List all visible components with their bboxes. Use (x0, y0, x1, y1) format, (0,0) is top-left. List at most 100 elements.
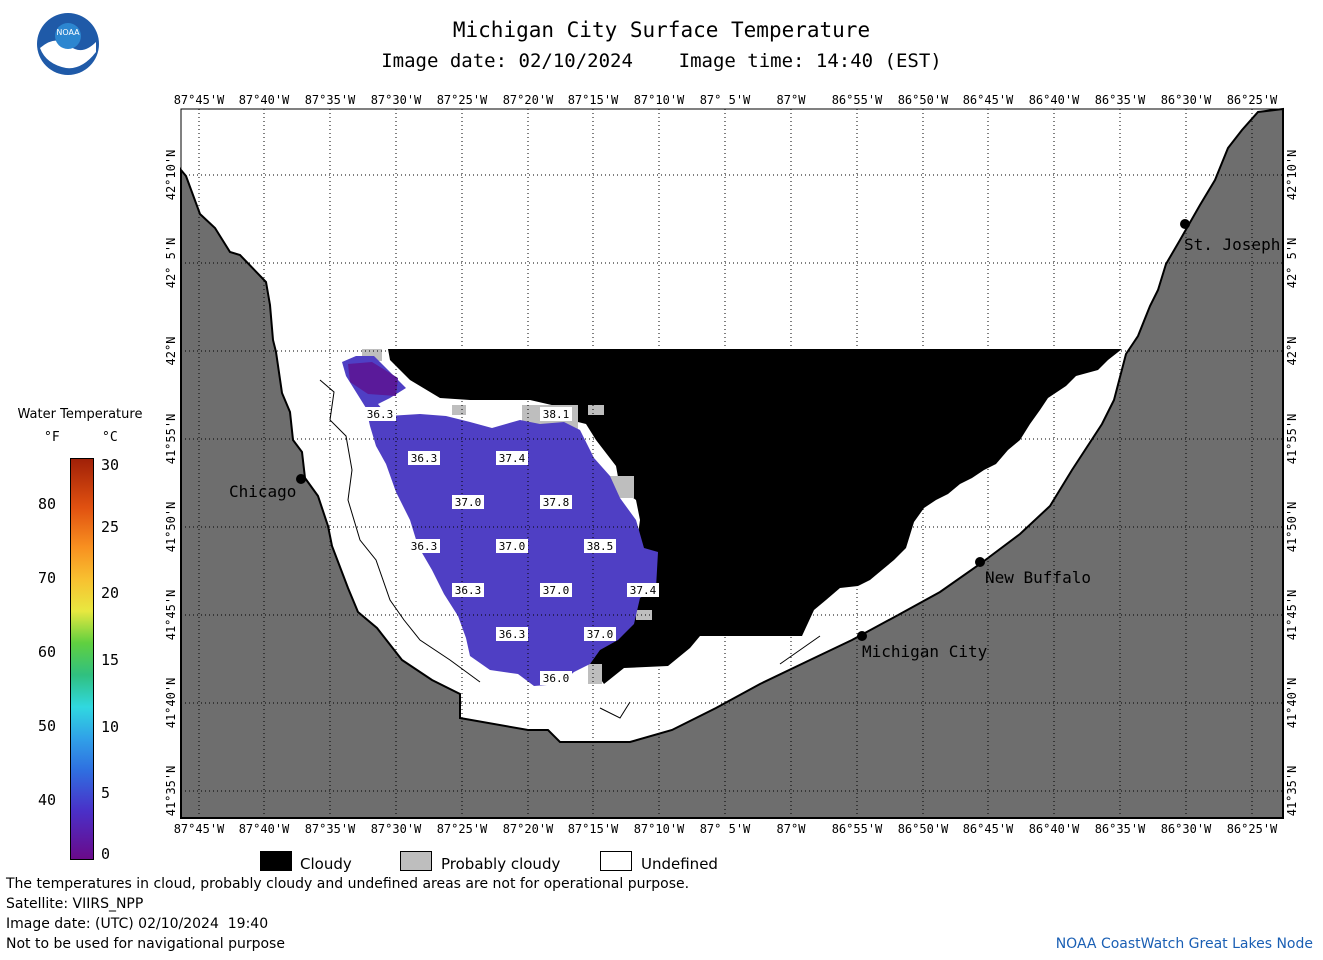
svg-text:37.0: 37.0 (587, 628, 614, 641)
temperature-label: 37.4 (496, 451, 528, 465)
latitude-label: 41°50'N (1285, 502, 1299, 553)
latitude-label: 42°N (1285, 337, 1299, 366)
svg-text:36.3: 36.3 (367, 408, 394, 421)
legend-tick-label: 50 (38, 717, 57, 735)
latitude-labels-right: 42°10'N 42° 5'N 42°N 41°55'N 41°50'N 41°45'N 4… (1285, 150, 1299, 817)
longitude-label: 86°45'W (963, 822, 1014, 836)
longitude-label: 87°30'W (371, 93, 422, 107)
city-name: St. Joseph (1184, 235, 1280, 254)
longitude-label: 87°40'W (239, 822, 290, 836)
city-marker: St. Joseph (1180, 219, 1280, 254)
city-dot-icon (857, 631, 867, 641)
footer-disclaimer: The temperatures in cloud, probably clou… (6, 876, 690, 892)
temperature-label: 37.0 (452, 495, 484, 509)
legend-tick-label: 80 (38, 495, 57, 513)
legend-title: Water Temperature (17, 407, 143, 422)
latitude-label: 41°40'N (1285, 678, 1299, 729)
longitude-label: 87°35'W (305, 822, 356, 836)
temperature-label: 37.0 (540, 583, 572, 597)
longitude-label: 87°45'W (174, 822, 225, 836)
legend-tick-label: 5 (101, 784, 111, 802)
latitude-label: 41°35'N (164, 766, 178, 817)
svg-text:37.8: 37.8 (543, 496, 570, 509)
longitude-label: 86°30'W (1161, 822, 1212, 836)
longitude-label: 86°35'W (1095, 93, 1146, 107)
longitude-label: 87°20'W (503, 93, 554, 107)
svg-text:36.3: 36.3 (411, 452, 438, 465)
map-frame (180, 108, 1284, 819)
temperature-label: 36.3 (408, 539, 440, 553)
logo-text: NOAA (56, 28, 80, 37)
latitude-label: 41°45'N (1285, 590, 1299, 641)
city-marker: New Buffalo (975, 557, 1091, 587)
temperature-label: 37.4 (627, 583, 659, 597)
city-markers: Chicago St. Joseph New Buffalo Michigan Cit… (229, 219, 1280, 661)
longitude-label: 87°25'W (437, 93, 488, 107)
noaa-logo-icon: NOAA (37, 13, 99, 75)
credit-link[interactable]: NOAA CoastWatch Great Lakes Node (1055, 936, 1313, 952)
longitude-label: 87°25'W (437, 822, 488, 836)
legend-tick-label: 10 (101, 718, 120, 736)
longitude-label: 86°55'W (832, 93, 883, 107)
longitude-label: 87°35'W (305, 93, 356, 107)
longitude-label: 86°25'W (1227, 822, 1278, 836)
longitude-label: 86°50'W (898, 822, 949, 836)
city-name: New Buffalo (985, 568, 1091, 587)
legend-f-header: °F (44, 430, 60, 445)
footer-navigation-warning: Not to be used for navigational purpose (6, 936, 285, 952)
longitude-label: 87°10'W (634, 822, 685, 836)
temperature-label: 36.3 (496, 627, 528, 641)
latitude-label: 42°10'N (164, 150, 178, 201)
city-name: Michigan City (862, 642, 988, 661)
latitude-label: 41°45'N (164, 590, 178, 641)
latitude-label: 42°N (164, 337, 178, 366)
map-title: Michigan City Surface Temperature (452, 18, 871, 42)
city-name: Chicago (229, 482, 296, 501)
latitude-label: 42°10'N (1285, 150, 1299, 201)
latitude-label: 41°55'N (164, 414, 178, 465)
temperature-label: 36.0 (540, 671, 572, 685)
temperature-label: 37.8 (540, 495, 572, 509)
legend-tick-label: 25 (101, 518, 120, 536)
longitude-label: 87°10'W (634, 93, 685, 107)
legend-tick-label: 70 (38, 569, 57, 587)
svg-text:37.4: 37.4 (499, 452, 526, 465)
water-deep-patch (348, 362, 398, 396)
cloudy-region (388, 349, 1122, 684)
temperature-label: 36.3 (364, 407, 396, 421)
probably-cloudy-swatch (400, 851, 432, 871)
longitude-label: 86°35'W (1095, 822, 1146, 836)
undefined-label: Undefined (641, 855, 718, 873)
temperature-label: 36.3 (452, 583, 484, 597)
longitude-label: 87°40'W (239, 93, 290, 107)
longitude-label: 87°45'W (174, 93, 225, 107)
longitude-labels-top: 87°45'W 87°40'W 87°35'W 87°30'W 87°25'W 87°20… (174, 93, 1278, 107)
cloudy-label: Cloudy (300, 855, 352, 873)
latitude-label: 41°55'N (1285, 414, 1299, 465)
legend-tick-label: 0 (101, 845, 111, 863)
latitude-label: 42° 5'N (1285, 238, 1299, 289)
svg-text:36.3: 36.3 (411, 540, 438, 553)
legend-tick-label: 20 (101, 584, 120, 602)
longitude-labels-bottom: 87°45'W 87°40'W 87°35'W 87°30'W 87°25'W 87°20… (174, 822, 1278, 836)
longitude-label: 86°30'W (1161, 93, 1212, 107)
longitude-label: 87°30'W (371, 822, 422, 836)
map-subtitle: Image date: 02/10/2024 Image time: 14:40… (381, 50, 942, 72)
temperature-label: 36.3 (408, 451, 440, 465)
temperature-label: 37.0 (496, 539, 528, 553)
legend-tick-label: 40 (38, 791, 57, 809)
legend-tick-label: 30 (101, 456, 120, 474)
svg-text:37.0: 37.0 (455, 496, 482, 509)
latitude-label: 41°40'N (164, 678, 178, 729)
temperature-label: 38.5 (584, 539, 616, 553)
temperature-label: 37.0 (584, 627, 616, 641)
longitude-label: 87°W (777, 93, 807, 107)
city-dot-icon (975, 557, 985, 567)
longitude-label: 87° 5'W (700, 822, 751, 836)
svg-text:36.3: 36.3 (499, 628, 526, 641)
longitude-label: 86°40'W (1029, 93, 1080, 107)
longitude-label: 86°45'W (963, 93, 1014, 107)
latitude-label: 41°50'N (164, 502, 178, 553)
svg-text:37.0: 37.0 (499, 540, 526, 553)
